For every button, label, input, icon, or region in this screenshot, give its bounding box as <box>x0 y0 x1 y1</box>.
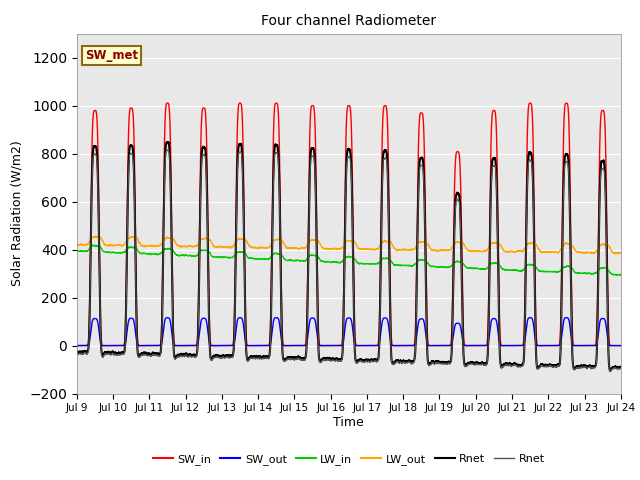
Title: Four channel Radiometer: Four channel Radiometer <box>261 14 436 28</box>
Rnet <box>588 366 595 372</box>
LW_in <box>73 247 81 253</box>
Rnet <box>330 358 338 363</box>
Rnet <box>594 292 602 298</box>
SW_out <box>588 343 595 348</box>
LW_in <box>588 271 595 277</box>
LW_in <box>330 259 338 265</box>
Rnet <box>486 250 493 255</box>
Rnet <box>330 356 338 362</box>
Rnet <box>258 356 266 361</box>
LW_out <box>330 246 338 252</box>
LW_in <box>594 267 602 273</box>
SW_out <box>563 315 570 321</box>
Legend: SW_in, SW_out, LW_in, LW_out, Rnet, Rnet: SW_in, SW_out, LW_in, LW_out, Rnet, Rnet <box>148 450 549 469</box>
Rnet <box>470 360 478 366</box>
LW_in <box>616 272 623 278</box>
SW_out <box>486 328 493 334</box>
SW_in <box>258 343 266 348</box>
SW_out <box>73 343 81 348</box>
SW_in <box>470 343 478 348</box>
LW_out <box>73 242 81 248</box>
Rnet <box>594 296 602 301</box>
SW_out <box>258 343 266 348</box>
Line: LW_in: LW_in <box>77 245 621 275</box>
LW_in <box>486 262 493 267</box>
LW_out <box>594 246 602 252</box>
LW_in <box>470 265 478 271</box>
Rnet <box>486 245 493 251</box>
SW_out <box>617 343 625 348</box>
Text: SW_met: SW_met <box>85 49 138 62</box>
LW_in <box>89 242 97 248</box>
Line: Rnet: Rnet <box>77 142 621 371</box>
Rnet <box>258 354 266 360</box>
Line: Rnet: Rnet <box>77 150 621 372</box>
LW_out <box>486 243 493 249</box>
LW_out <box>92 233 99 239</box>
SW_in <box>594 262 602 267</box>
Line: SW_in: SW_in <box>77 103 621 346</box>
Rnet <box>164 139 172 145</box>
LW_out <box>470 248 478 253</box>
SW_in <box>486 216 493 222</box>
Line: LW_out: LW_out <box>77 236 621 254</box>
SW_out <box>594 334 602 339</box>
SW_in <box>73 343 81 348</box>
SW_in <box>330 343 338 348</box>
SW_out <box>330 343 338 348</box>
SW_in <box>617 343 625 348</box>
Rnet <box>73 350 81 356</box>
Rnet <box>470 361 478 367</box>
Rnet <box>607 368 614 373</box>
X-axis label: Time: Time <box>333 416 364 429</box>
SW_out <box>470 343 478 348</box>
SW_in <box>563 100 570 106</box>
Y-axis label: Solar Radiation (W/m2): Solar Radiation (W/m2) <box>11 141 24 287</box>
LW_out <box>258 244 266 250</box>
Rnet <box>617 364 625 370</box>
Rnet <box>73 348 81 354</box>
LW_in <box>617 272 625 277</box>
LW_out <box>617 250 625 256</box>
Rnet <box>588 365 595 371</box>
LW_in <box>258 256 266 262</box>
SW_in <box>588 343 595 348</box>
Rnet <box>164 147 172 153</box>
Rnet <box>617 365 625 371</box>
LW_out <box>612 251 620 257</box>
Rnet <box>607 369 614 375</box>
Line: SW_out: SW_out <box>77 318 621 346</box>
LW_out <box>588 250 595 255</box>
